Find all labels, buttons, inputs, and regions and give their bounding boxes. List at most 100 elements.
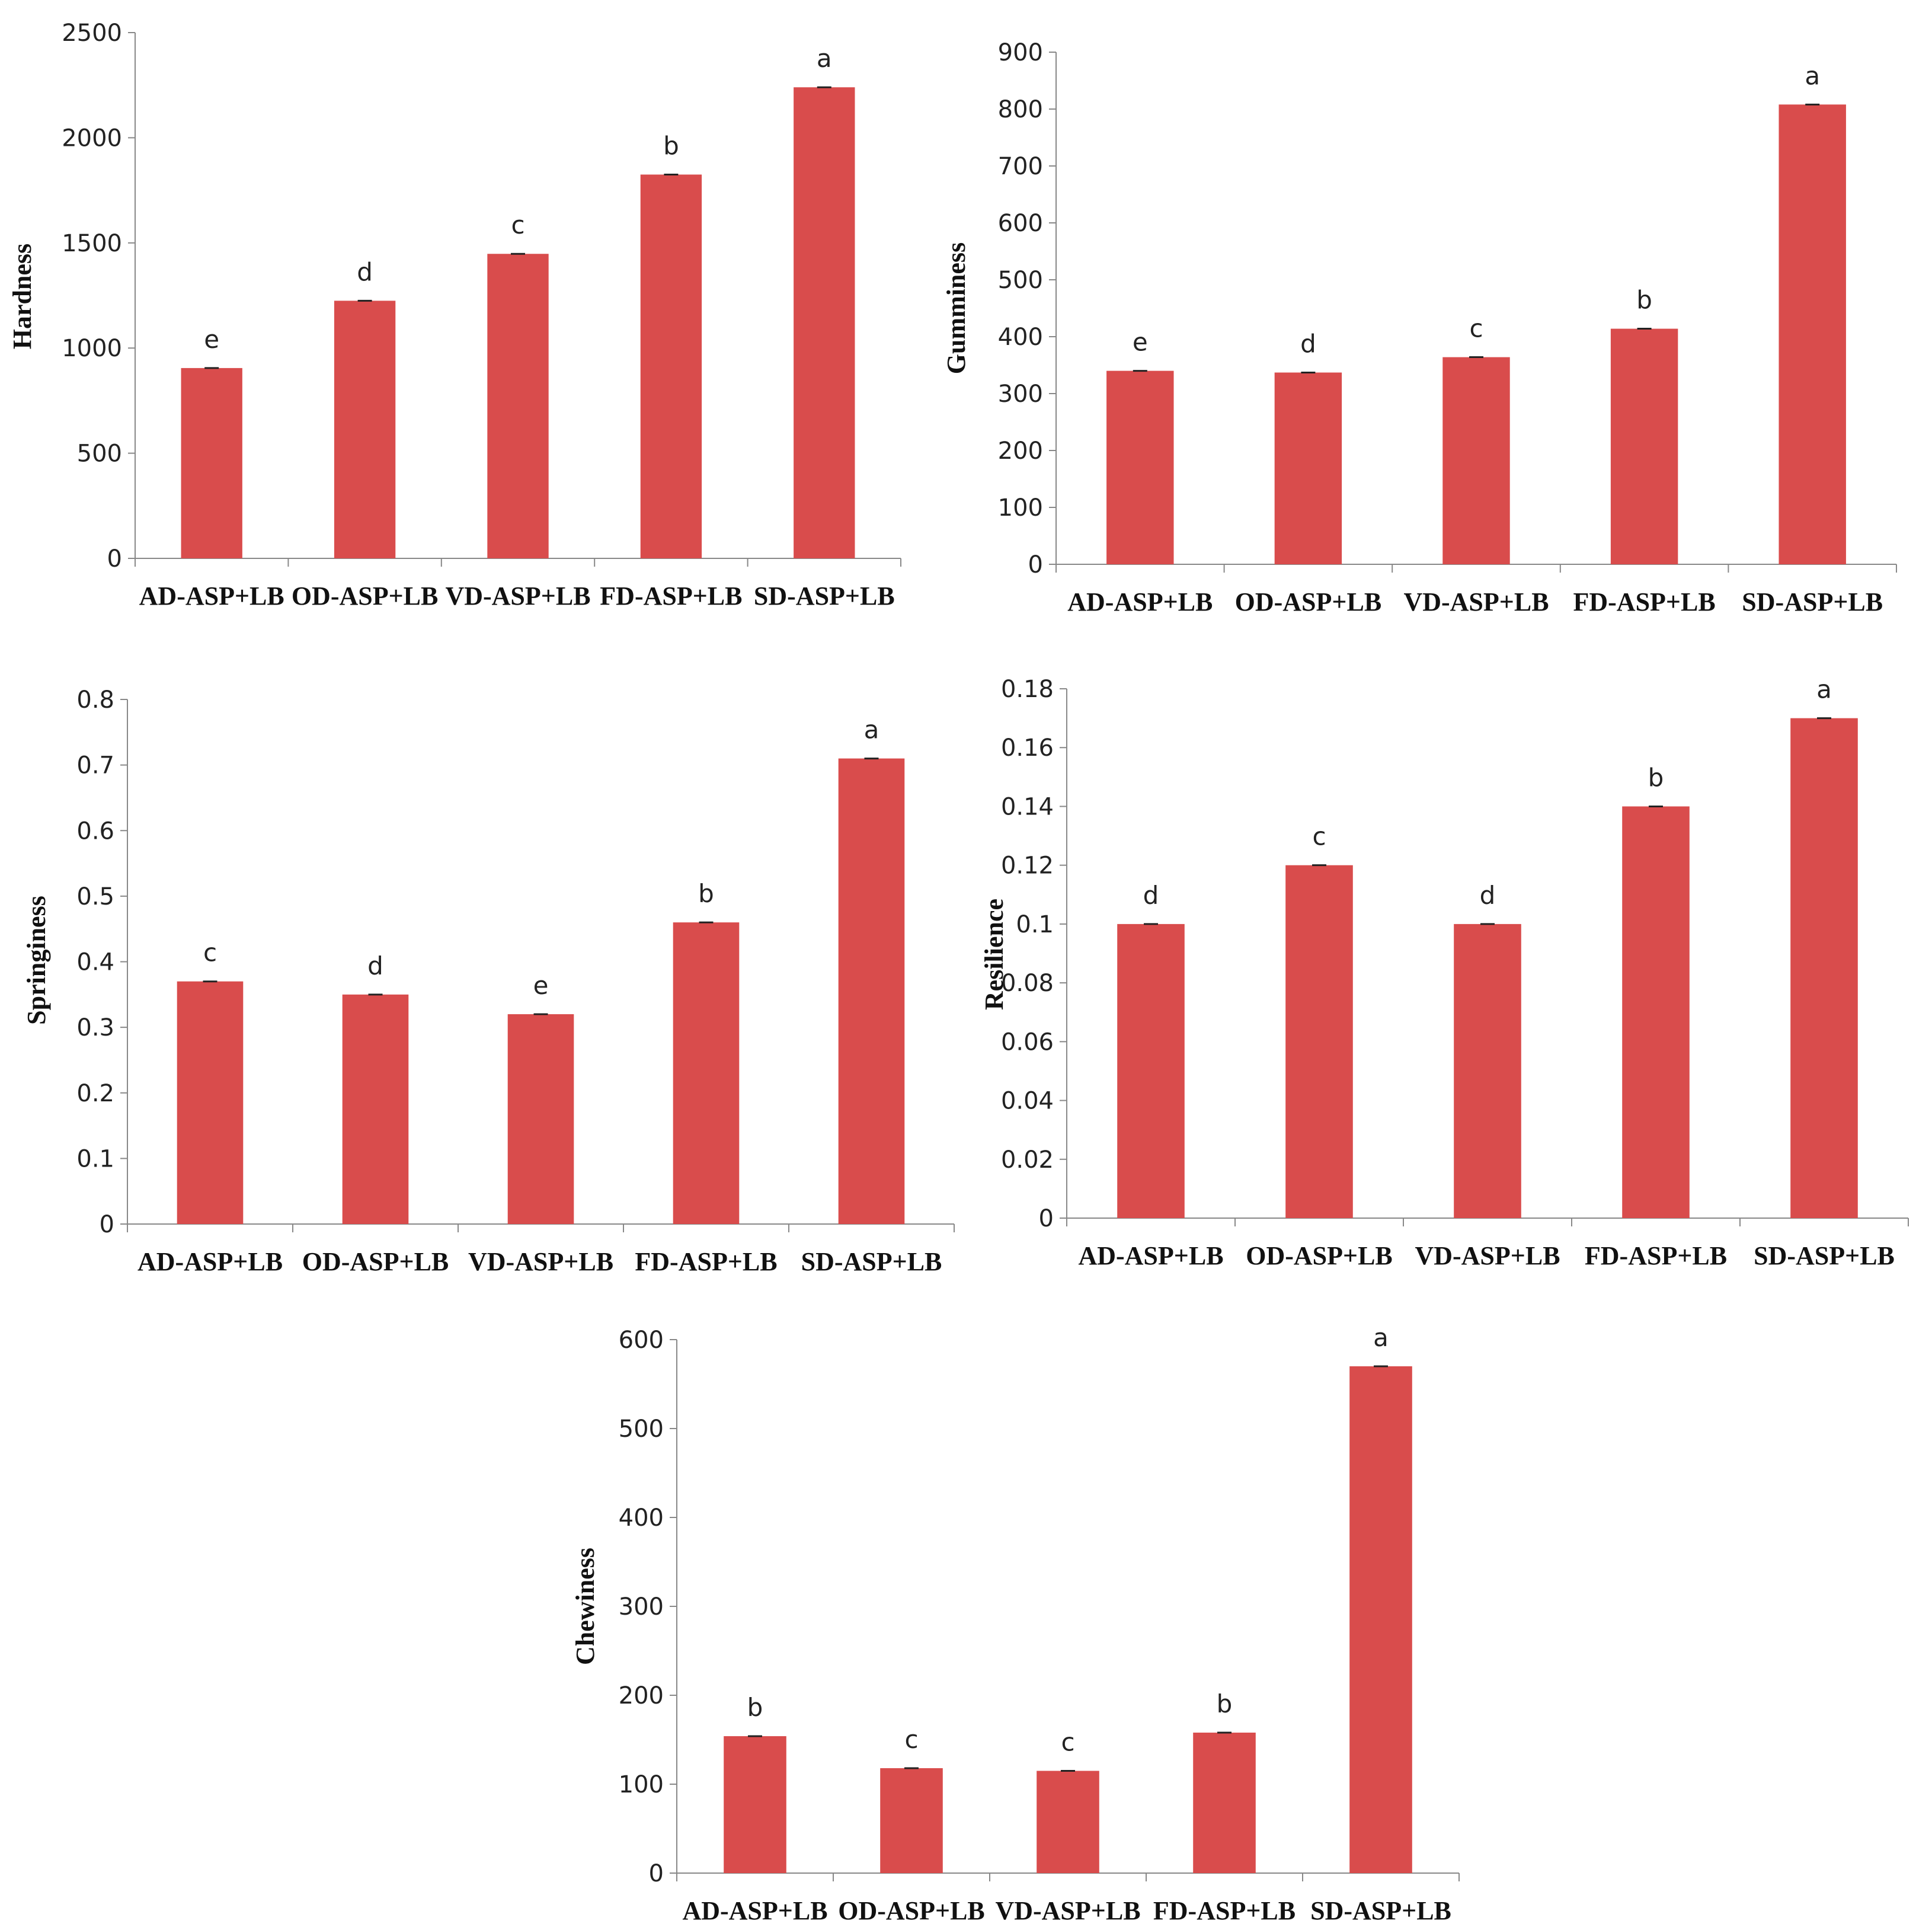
category-label: AD-ASP+LB	[1078, 1241, 1223, 1270]
category-label: AD-ASP+LB	[137, 1247, 283, 1276]
y-tick-label: 0.7	[76, 752, 114, 779]
bar	[507, 1014, 574, 1224]
category-label: FD-ASP+LB	[1573, 587, 1715, 616]
significance-letter: a	[864, 715, 879, 744]
y-tick-label: 400	[998, 324, 1043, 351]
significance-letter: a	[1373, 1323, 1389, 1352]
significance-letter: c	[904, 1725, 918, 1754]
y-tick-label: 700	[998, 153, 1043, 180]
significance-letter: c	[203, 938, 217, 967]
y-axis-title: Springiness	[22, 896, 51, 1025]
y-tick-label: 0.4	[76, 949, 114, 976]
y-tick-label: 0.04	[1001, 1088, 1054, 1115]
category-label: AD-ASP+LB	[1067, 587, 1213, 616]
y-tick-label: 0.8	[76, 686, 114, 714]
y-tick-label: 200	[998, 437, 1043, 465]
significance-letter: d	[1480, 881, 1496, 910]
category-label: OD-ASP+LB	[838, 1896, 985, 1925]
y-tick-label: 200	[619, 1682, 664, 1709]
y-tick-label: 500	[998, 267, 1043, 294]
bar	[1193, 1733, 1256, 1873]
category-label: FD-ASP+LB	[1585, 1241, 1727, 1270]
y-tick-label: 0	[107, 545, 122, 573]
bar	[880, 1768, 943, 1873]
category-label: VD-ASP+LB	[1415, 1241, 1560, 1270]
y-tick-label: 400	[619, 1504, 664, 1532]
significance-letter: d	[1143, 881, 1159, 910]
y-tick-label: 0.1	[1016, 911, 1054, 938]
y-tick-label: 2000	[62, 124, 122, 152]
bar	[1442, 357, 1510, 564]
significance-letter: d	[367, 951, 383, 980]
category-label: VD-ASP+LB	[468, 1247, 613, 1276]
bar	[1349, 1366, 1412, 1873]
bar	[1106, 370, 1174, 564]
significance-letter: b	[698, 879, 714, 908]
bar	[640, 174, 702, 558]
y-tick-label: 0.12	[1001, 852, 1054, 880]
significance-letter: b	[1217, 1689, 1233, 1718]
category-label: FD-ASP+LB	[635, 1247, 777, 1276]
significance-letter: d	[1300, 329, 1316, 358]
category-label: VD-ASP+LB	[995, 1896, 1140, 1925]
y-tick-label: 0.18	[1001, 676, 1054, 703]
category-label: SD-ASP+LB	[754, 581, 895, 611]
y-axis-title: Gumminess	[942, 242, 971, 374]
y-tick-label: 0.16	[1001, 734, 1054, 762]
chart-panel-2: 0 100 200 300 400 500 600 700 800 900 e AD-ASP+LB d O…	[942, 39, 1897, 616]
bar	[1117, 924, 1185, 1218]
y-tick-label: 0.1	[76, 1145, 114, 1172]
y-axis-title: Chewiness	[571, 1548, 600, 1665]
y-tick-label: 600	[998, 210, 1043, 237]
y-tick-label: 0.06	[1001, 1028, 1054, 1056]
bar	[181, 368, 242, 558]
y-tick-label: 0	[1028, 551, 1043, 579]
significance-letter: b	[747, 1693, 763, 1722]
y-axis-title: Hardness	[8, 244, 37, 349]
significance-letter: e	[204, 325, 219, 354]
significance-letter: c	[1061, 1728, 1074, 1757]
category-label: AD-ASP+LB	[139, 581, 284, 611]
category-label: OD-ASP+LB	[302, 1247, 449, 1276]
significance-letter: e	[533, 971, 549, 1000]
y-tick-label: 2500	[62, 20, 122, 47]
significance-letter: b	[1636, 286, 1652, 315]
chart-panel-3: 0 0.1 0.2 0.3 0.4 0.5 0.6 0.7 0.8 c AD-ASP+LB d OD-A…	[22, 686, 955, 1276]
category-label: AD-ASP+LB	[682, 1896, 827, 1925]
significance-letter: b	[1648, 763, 1664, 792]
bar	[794, 87, 855, 559]
y-tick-label: 100	[619, 1771, 664, 1798]
y-tick-label: 0.3	[76, 1014, 114, 1041]
y-tick-label: 0.6	[76, 817, 114, 845]
significance-letter: c	[1469, 314, 1483, 343]
y-tick-label: 0	[1039, 1205, 1054, 1232]
category-label: VD-ASP+LB	[1403, 587, 1549, 616]
y-tick-label: 0.08	[1001, 970, 1054, 997]
significance-letter: a	[1816, 675, 1832, 704]
significance-letter: c	[1312, 822, 1326, 851]
category-label: SD-ASP+LB	[801, 1247, 942, 1276]
bar	[724, 1736, 786, 1873]
y-tick-label: 0.2	[76, 1080, 114, 1107]
bar	[673, 922, 740, 1224]
y-tick-label: 1000	[62, 335, 122, 362]
bar	[1790, 718, 1858, 1218]
bar	[1274, 372, 1342, 564]
bar	[838, 758, 905, 1224]
bar	[1285, 865, 1353, 1218]
category-label: OD-ASP+LB	[1246, 1241, 1393, 1270]
chart-panel-4: 0 0.02 0.04 0.06 0.08 0.1 0.12 0.14 0.16 0.18 d AD-…	[980, 675, 1909, 1270]
category-label: FD-ASP+LB	[1153, 1896, 1296, 1925]
y-tick-label: 500	[77, 440, 122, 468]
y-tick-label: 0.02	[1001, 1146, 1054, 1174]
chart-panel-1: 0 500 1000 1500 2000 2500 e AD-ASP+LB d OD-ASP+LB…	[8, 20, 901, 611]
significance-letter: c	[511, 210, 524, 239]
y-tick-label: 1500	[62, 230, 122, 257]
significance-letter: d	[357, 257, 373, 286]
bar	[1037, 1771, 1099, 1873]
y-tick-label: 600	[619, 1327, 664, 1354]
bar	[487, 254, 549, 558]
significance-letter: b	[663, 131, 679, 160]
y-tick-label: 500	[619, 1415, 664, 1443]
